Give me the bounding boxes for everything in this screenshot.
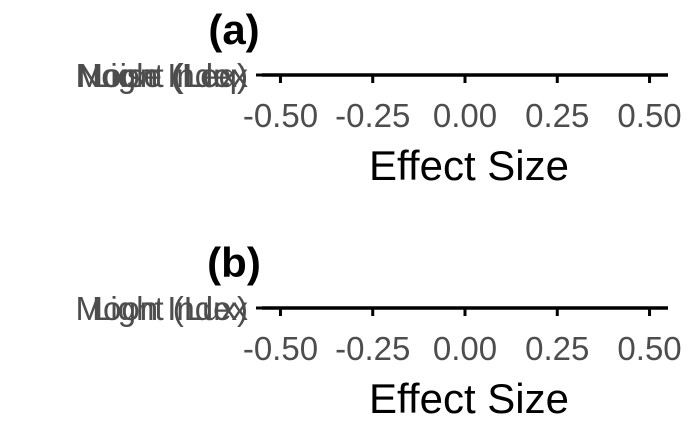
panel-a-x-tick-label: -0.25 [335,97,410,134]
panel-a-x-tick-label: -0.50 [243,97,318,134]
panel-a-x-tick-label: 0.00 [433,97,497,134]
panel-b-x-tick-label: 0.00 [433,330,497,367]
panel-a-category-label: Light (Lux) [92,57,248,94]
panel-a-x-tick-label: 0.50 [617,97,681,134]
panel-b-category-label: Moon Index [76,290,249,327]
panel-a-category-label: Moon Index [76,57,249,94]
panel-a-tag: (a) [208,6,259,53]
panel-a-x-axis-title: Effect Size [369,142,569,189]
panel-b-x-tick-label: 0.50 [617,330,681,367]
panel-b-tag: (b) [207,239,261,286]
panel-b-category-label: Light (Lux) [92,290,248,327]
panel-a-category-label: Noise (Leq) [77,57,248,94]
panel-b-x-axis-title: Effect Size [369,375,569,422]
panel-b-x-tick-label: -0.50 [243,330,318,367]
panel-a-x-tick-label: 0.25 [525,97,589,134]
panel-b-x-tick-label: 0.25 [525,330,589,367]
panel-b-x-tick-label: -0.25 [335,330,410,367]
